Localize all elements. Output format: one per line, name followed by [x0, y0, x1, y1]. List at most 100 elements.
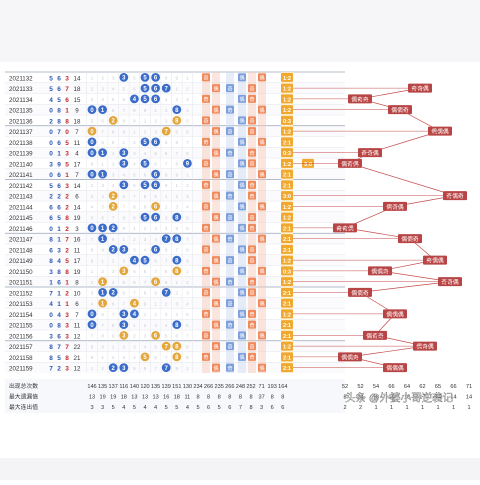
miss-count: 8 — [91, 248, 94, 253]
ratio-label: 2:1 — [283, 323, 291, 329]
trend-marker — [202, 352, 210, 361]
miss-count: 9 — [101, 344, 104, 349]
miss-count: 7 — [112, 312, 115, 317]
stats-value: 135 — [98, 384, 107, 390]
number-ball — [172, 255, 182, 265]
trend-marker-label: 偶 — [239, 333, 244, 340]
draw-digit: 1 — [65, 108, 69, 115]
number-ball — [130, 94, 139, 104]
number-ball-label: 8 — [175, 215, 179, 221]
stats-value: 164 — [278, 384, 287, 390]
miss-count: 5 — [133, 172, 136, 177]
number-ball-label: 2 — [112, 366, 116, 372]
stats-value: 8 — [218, 395, 221, 401]
trend-marker — [212, 170, 220, 179]
trend-marker — [212, 256, 220, 265]
trend-marker — [258, 299, 266, 308]
stats-value: 266 — [225, 384, 234, 390]
trend-marker-label: 偶 — [239, 182, 244, 189]
miss-count: 1 — [176, 280, 179, 285]
draw-digit: 6 — [57, 172, 61, 179]
number-ball-label: 6 — [154, 140, 158, 146]
ratio-label: 2:1 — [283, 173, 291, 179]
number-ball-label: 3 — [122, 269, 126, 275]
ratio-box — [281, 137, 293, 147]
trend-marker — [238, 73, 246, 82]
number-ball — [172, 320, 182, 330]
miss-count: 1 — [144, 119, 147, 124]
miss-count: 6 — [133, 280, 136, 285]
period-label: 2021140 — [9, 161, 33, 168]
number-ball — [119, 158, 129, 168]
miss-count: 7 — [186, 140, 189, 145]
miss-count: 5 — [91, 215, 94, 220]
number-ball-label: 2 — [112, 226, 116, 232]
trend-marker-label: 奇 — [227, 365, 232, 372]
trend-marker — [248, 223, 256, 232]
draw-digit: 5 — [65, 140, 69, 147]
number-ball — [98, 234, 107, 244]
trend-lane — [238, 72, 246, 373]
miss-count: 7 — [91, 334, 94, 339]
trend-marker-label: 奇 — [249, 182, 254, 189]
number-ball — [87, 223, 97, 233]
miss-count: 5 — [186, 119, 189, 124]
stats-value: 64 — [404, 384, 410, 390]
draw-digit: 2 — [65, 194, 69, 201]
miss-count: 8 — [186, 344, 189, 349]
miss-count: 5 — [154, 344, 157, 349]
miss-count: 7 — [165, 258, 168, 263]
number-ball — [119, 309, 129, 319]
draw-digit: 3 — [49, 269, 53, 276]
trend-marker-label: 偶 — [239, 96, 244, 103]
period-label: 2021155 — [9, 323, 33, 330]
number-ball — [151, 244, 161, 254]
period-label: 2021145 — [9, 215, 33, 222]
trend-marker-label: 偶 — [239, 139, 244, 146]
miss-count: 8 — [186, 248, 189, 253]
trend-marker — [226, 277, 234, 286]
stats-value: 120 — [140, 384, 149, 390]
draw-digit: 0 — [49, 129, 53, 136]
miss-count: 8 — [133, 108, 136, 113]
miss-count: 5 — [186, 215, 189, 220]
number-ball-label: 0 — [90, 129, 94, 135]
miss-count: 6 — [112, 301, 115, 306]
miss-count: 9 — [133, 215, 136, 220]
draw-digit: 8 — [65, 269, 69, 276]
miss-count: 3 — [101, 86, 104, 91]
miss-count: 6 — [186, 323, 189, 328]
miss-count: 3 — [176, 205, 179, 210]
trend-marker-label: 偶 — [239, 204, 244, 211]
pattern-label: 偶奇偶 — [416, 343, 434, 351]
number-ball — [119, 363, 129, 373]
miss-count: 5 — [176, 129, 179, 134]
period-label: 2021134 — [9, 97, 33, 104]
miss-count: 7 — [154, 366, 157, 371]
miss-count: 8 — [123, 119, 126, 124]
row-background — [5, 125, 345, 137]
number-ball-label: 7 — [165, 86, 169, 92]
stats-value: 139 — [162, 384, 171, 390]
miss-count: 7 — [165, 355, 168, 360]
number-ball — [130, 298, 139, 308]
sum-value: 11 — [74, 323, 81, 330]
draw-digit: 6 — [57, 140, 61, 147]
period-label: 2021152 — [9, 290, 33, 297]
trend-marker — [248, 127, 256, 136]
trend-marker — [258, 105, 266, 114]
miss-count: 4 — [133, 355, 136, 360]
number-ball — [161, 83, 171, 93]
miss-count: 4 — [123, 172, 126, 177]
period-label: 2021147 — [9, 237, 33, 244]
miss-count: 6 — [133, 86, 136, 91]
ratio-label: 2:1 — [283, 291, 291, 297]
miss-count: 7 — [176, 248, 179, 253]
trend-marker-label: 偶 — [213, 150, 218, 157]
trend-marker-label: 奇 — [249, 118, 254, 125]
miss-count: 3 — [154, 129, 157, 134]
number-ball-label: 6 — [154, 215, 158, 221]
miss-count: 2 — [91, 86, 94, 91]
ratio-box — [281, 223, 293, 233]
number-ball-label: 1 — [101, 226, 105, 232]
